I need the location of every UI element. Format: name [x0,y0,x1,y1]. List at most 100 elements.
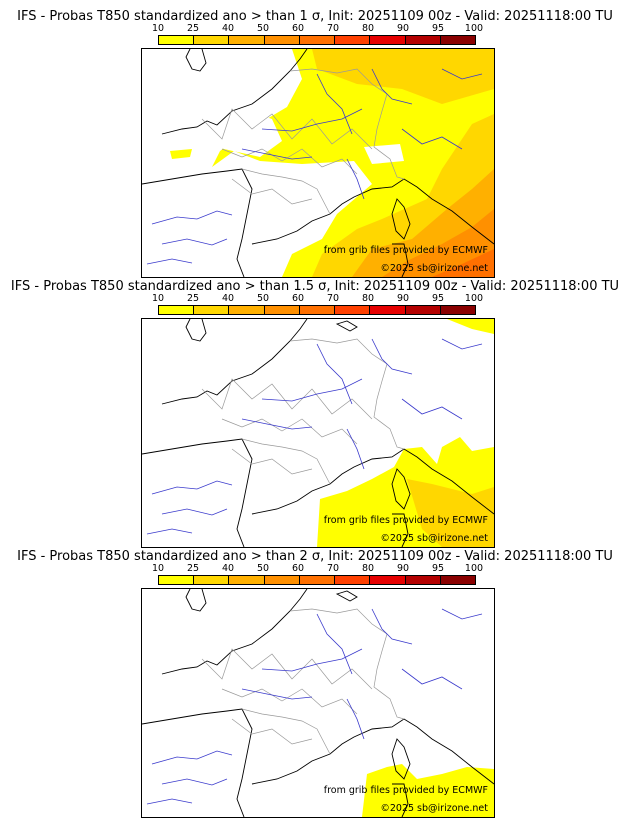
prob-area-50 [382,209,494,277]
border [201,108,373,150]
coastline [392,783,409,817]
river [316,73,353,135]
legend-tick-labels: 10 25 40 50 60 70 80 90 95 100 [152,293,483,305]
legend-swatch [194,306,230,314]
river [146,528,193,535]
legend-tick: 10 [151,563,165,574]
coastline [391,738,411,780]
river [371,68,413,105]
coastline [335,320,358,332]
river [161,778,228,786]
legend-swatch [229,36,265,44]
border [221,688,358,715]
coastline [185,319,207,342]
legend-colorbar [158,35,476,45]
no-signal-area [364,144,404,164]
coastline [161,589,308,675]
credit-copyright: ©2025 sb@irizone.net [380,263,488,274]
coastline [251,178,494,245]
river [261,648,363,672]
legend-tick: 100 [464,23,484,34]
legend-tick: 80 [361,293,375,304]
legend-swatch [335,306,371,314]
river [441,338,483,350]
legend-swatch [370,306,406,314]
legend-tick: 50 [256,23,270,34]
river [441,68,483,80]
prob-area-60 [432,249,494,277]
legend-swatch [440,306,475,314]
coastline [142,708,253,817]
border [289,608,405,720]
coastline [391,468,411,510]
coastline [161,49,308,135]
legend-tick: 95 [431,23,445,34]
legend-tick: 25 [186,293,200,304]
coastline [185,589,207,612]
legend-swatch [370,576,406,584]
river [401,128,463,150]
border [231,718,313,745]
border [221,148,358,175]
coastline [185,49,207,72]
legend-swatch [335,36,371,44]
border [241,438,331,485]
legend-swatch [299,306,336,314]
legend-tick-labels: 10 25 40 50 60 70 80 90 95 100 [152,23,483,35]
credit-copyright: ©2025 sb@irizone.net [380,533,488,544]
legend-tick: 10 [151,293,165,304]
legend-tick: 50 [256,293,270,304]
legend-tick: 80 [361,563,375,574]
map-graphic [142,49,494,277]
credit-copyright: ©2025 sb@irizone.net [380,803,488,814]
legend-swatch [229,306,265,314]
river [371,338,413,375]
coastline [335,590,358,602]
river [441,608,483,620]
river [241,148,313,160]
border [289,68,405,180]
legend-tick: 60 [291,293,305,304]
prob-area-25 [312,49,494,104]
legend-swatch [335,576,371,584]
legend-tick: 25 [186,23,200,34]
legend-tick: 60 [291,563,305,574]
border [289,338,405,450]
river [346,158,365,200]
legend-tick: 25 [186,563,200,574]
panel-1-5sigma: IFS - Probas T850 standardized ano > tha… [0,270,630,548]
legend-tick: 70 [326,23,340,34]
legend-swatch [440,576,475,584]
legend-tick: 40 [221,23,235,34]
legend-swatch [405,306,441,314]
map-title: IFS - Probas T850 standardized ano > tha… [17,549,613,564]
legend-tick: 80 [361,23,375,34]
legend-tick: 100 [464,293,484,304]
river [151,480,233,495]
legend-swatch [299,36,336,44]
border [201,648,373,690]
probability-map: from grib files provided by ECMWF ©2025 … [141,318,495,548]
legend-tick: 70 [326,293,340,304]
map-graphic [142,319,494,547]
legend-tick: 40 [221,293,235,304]
probability-map: from grib files provided by ECMWF ©2025 … [141,48,495,278]
border [231,448,313,475]
legend-swatch [405,576,441,584]
river [401,668,463,690]
river [241,418,313,430]
river [261,378,363,402]
legend-swatch [440,36,475,44]
river [151,750,233,765]
legend-swatch [370,36,406,44]
legend-tick: 95 [431,293,445,304]
river [371,608,413,645]
legend-tick: 90 [396,23,410,34]
coastline [251,718,494,785]
legend-swatch [264,306,300,314]
legend-swatch [194,36,230,44]
coastline [142,168,253,277]
legend-tick: 90 [396,563,410,574]
legend-tick: 95 [431,563,445,574]
legend-tick: 40 [221,563,235,574]
